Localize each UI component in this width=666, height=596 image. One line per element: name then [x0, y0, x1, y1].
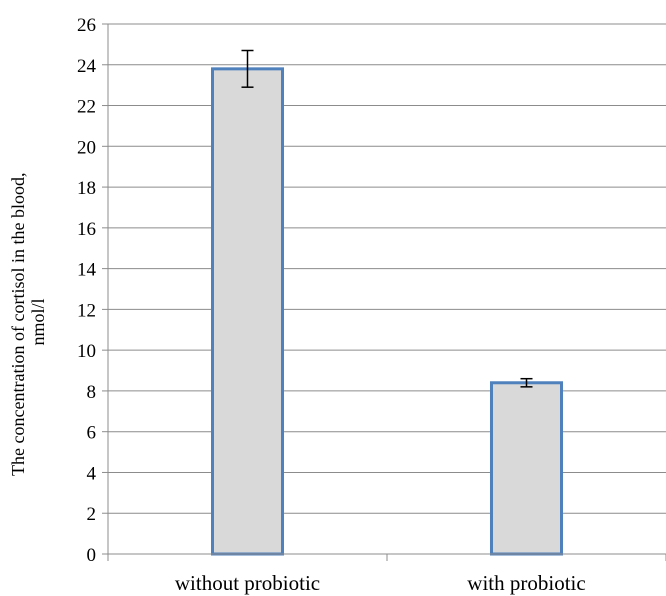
- x-tick-label-0: without probiotic: [175, 571, 320, 595]
- y-tick-label-14: 14: [77, 260, 97, 281]
- bars: [211, 67, 563, 556]
- y-axis-label: The concentration of cortisol in the blo…: [8, 168, 48, 476]
- x-tick-label-1: with probiotic: [467, 571, 585, 595]
- y-tick-label-18: 18: [77, 178, 96, 199]
- y-axis-label-line-1: The concentration of cortisol in the blo…: [8, 173, 28, 476]
- grid-lines: [108, 23, 666, 555]
- error-bars: [241, 49, 533, 388]
- y-tick-label-10: 10: [77, 341, 96, 362]
- y-tick-label-2: 2: [87, 504, 97, 525]
- y-tick-label-26: 26: [77, 15, 96, 36]
- bar-1: [490, 381, 563, 556]
- y-tick-label-16: 16: [77, 219, 96, 240]
- y-axis-label-line-2: nmol/l: [28, 298, 48, 345]
- y-tick-label-4: 4: [87, 463, 97, 484]
- y-tick-label-24: 24: [77, 56, 97, 77]
- y-tick-label-22: 22: [77, 97, 96, 118]
- x-tick-labels: without probiotic with probiotic: [175, 571, 586, 595]
- y-tick-label-0: 0: [87, 545, 97, 566]
- y-tick-label-12: 12: [77, 300, 96, 321]
- bar-0: [211, 67, 284, 556]
- y-tick-label-8: 8: [87, 382, 97, 403]
- axes: [102, 23, 666, 561]
- y-tick-label-20: 20: [77, 137, 96, 158]
- y-tick-label-6: 6: [87, 423, 97, 444]
